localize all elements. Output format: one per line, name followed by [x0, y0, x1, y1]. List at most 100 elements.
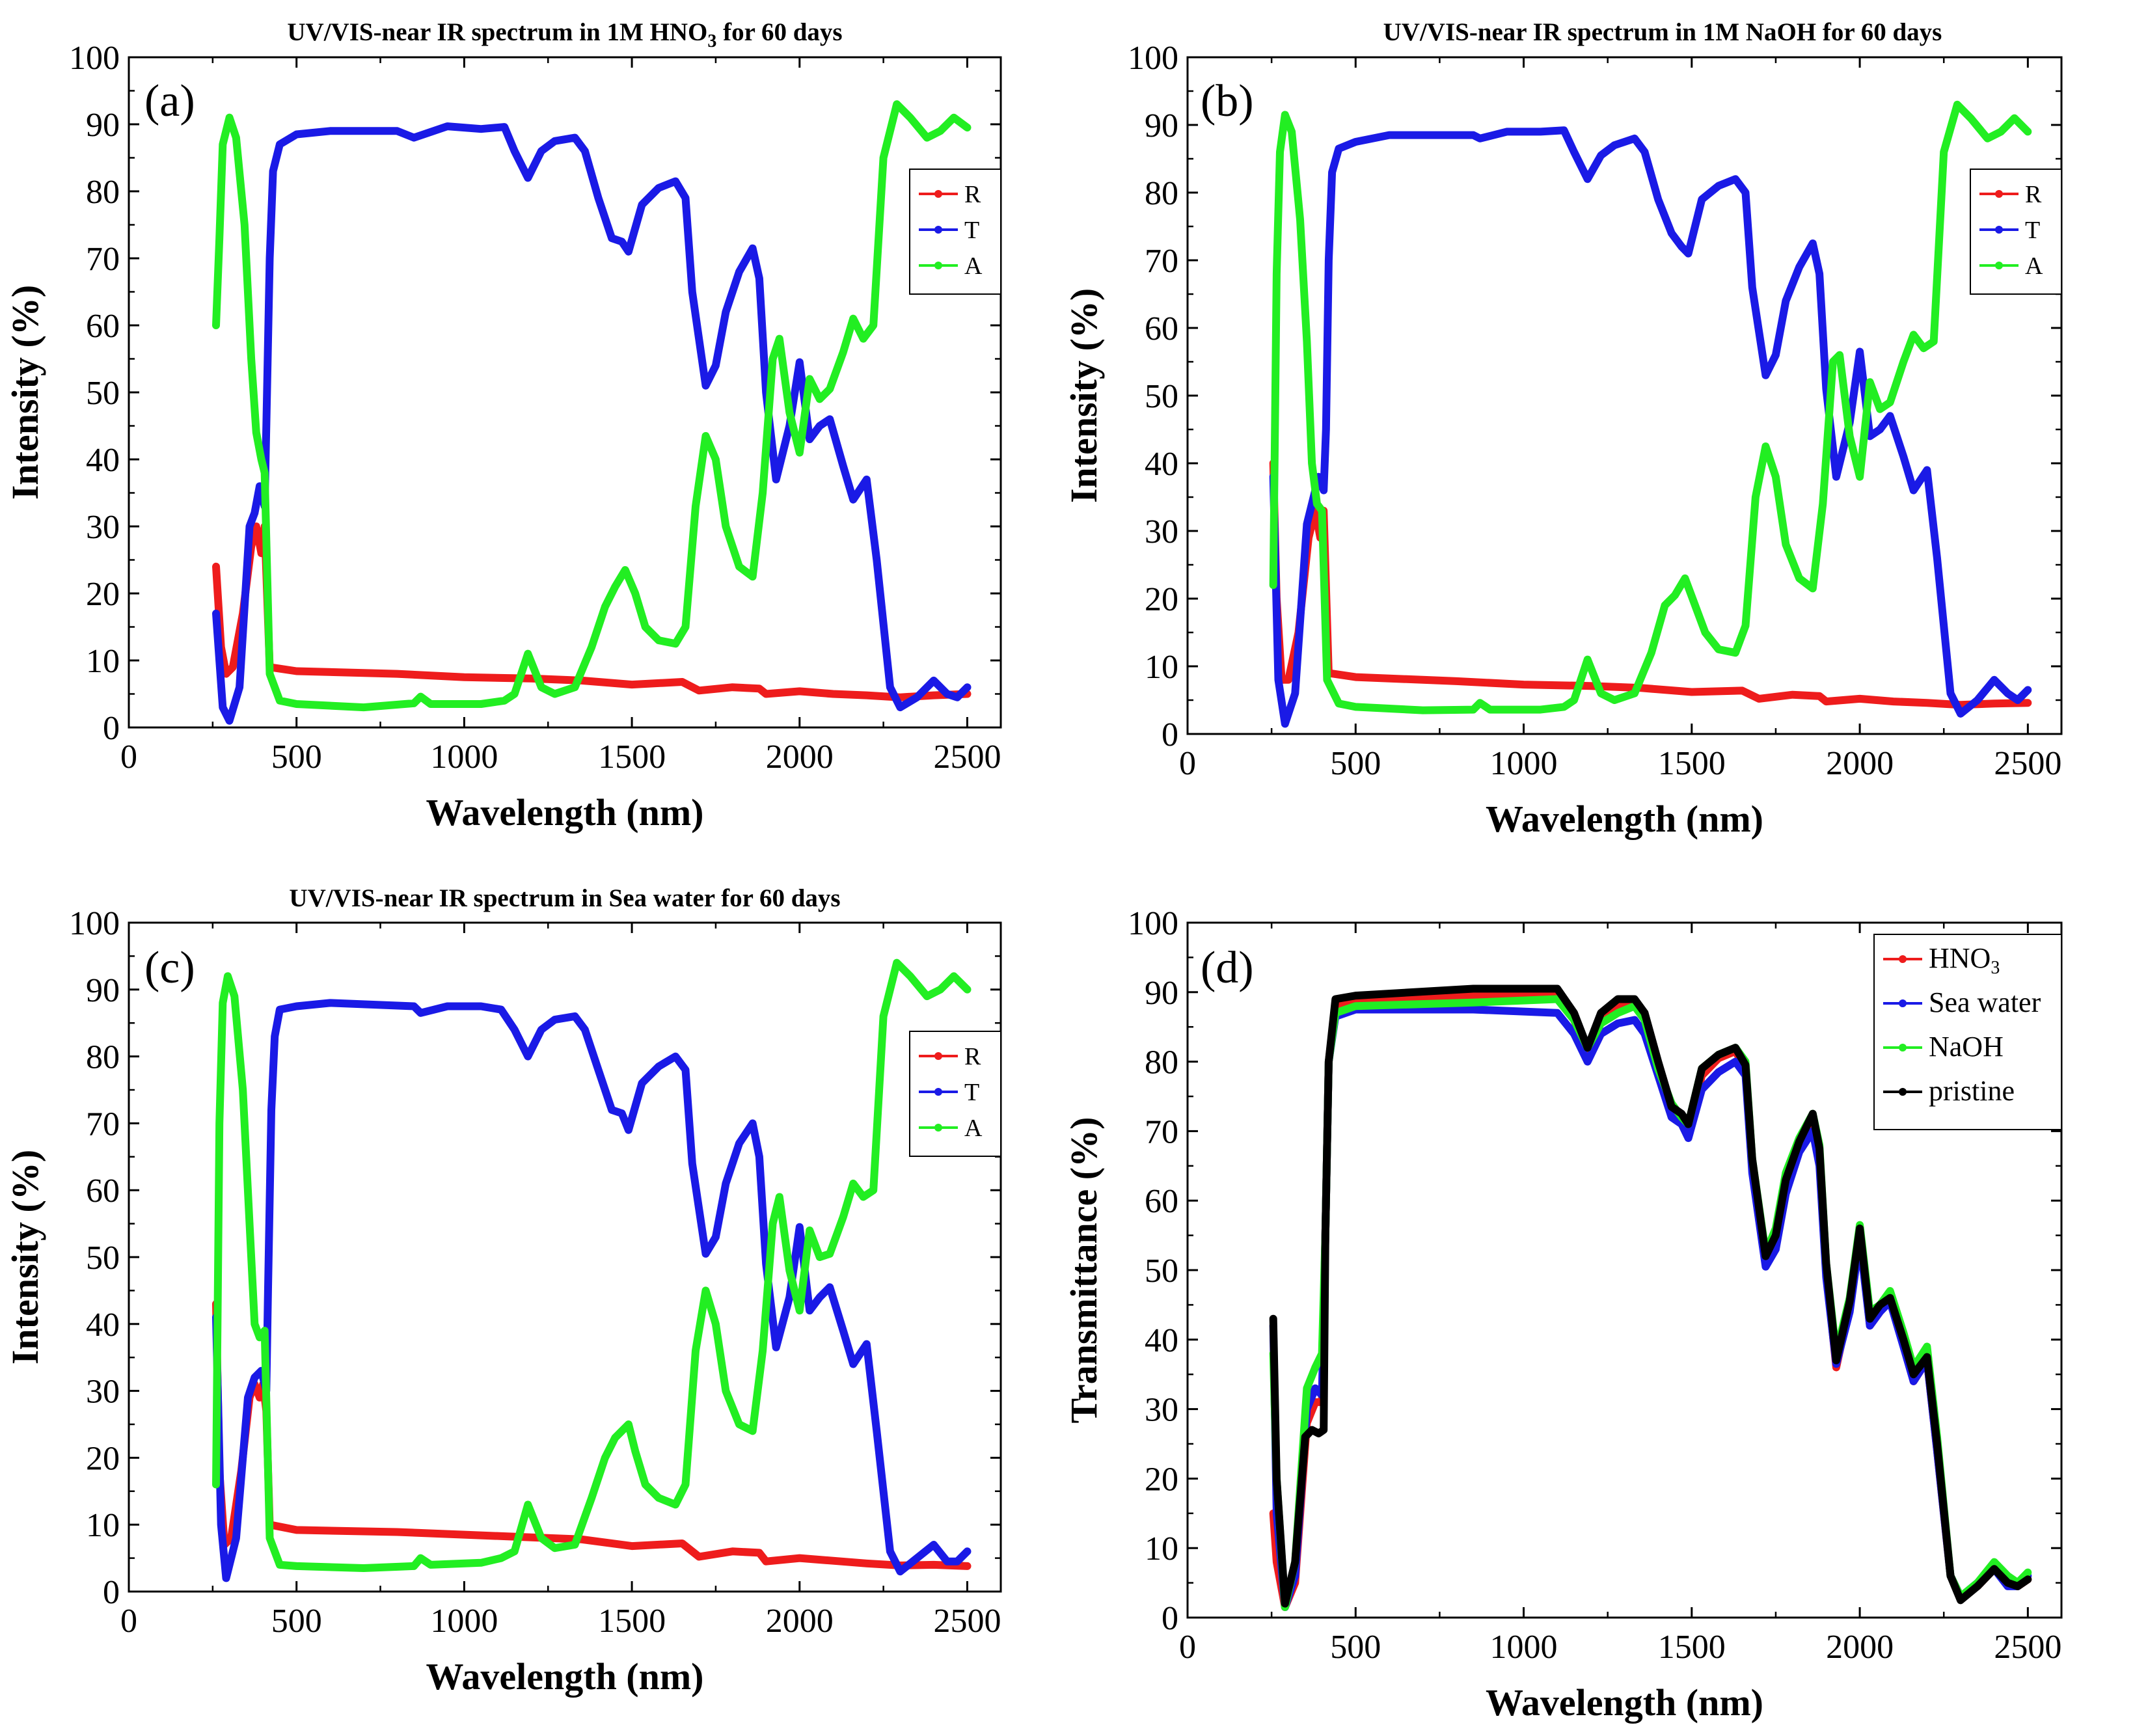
- x-tick-label: 1500: [598, 739, 666, 776]
- y-axis-title: Intensity (%): [1063, 288, 1105, 503]
- y-tick-label: 0: [1162, 1600, 1178, 1637]
- series-t: [212, 122, 972, 725]
- x-tick-label: 1500: [1658, 1629, 1726, 1666]
- x-tick-label: 500: [1330, 745, 1381, 782]
- series-a: [212, 958, 972, 1572]
- legend-label: R: [964, 1043, 981, 1070]
- panel-title: UV/VIS-near IR spectrum in 1M HNO3 for 6…: [287, 18, 842, 51]
- legend-label-main: A: [2025, 252, 2043, 280]
- y-tick-label: 40: [1145, 446, 1178, 483]
- legend-label: R: [964, 181, 981, 208]
- x-tick-label: 2000: [766, 1603, 834, 1640]
- legend-marker: [934, 1088, 942, 1096]
- y-tick-label: 0: [1162, 716, 1178, 753]
- series-t: [212, 999, 972, 1582]
- legend-box: [1873, 934, 2062, 1130]
- legend-label: T: [2025, 217, 2040, 244]
- y-tick-label: 50: [86, 1240, 120, 1277]
- y-tick-label: 50: [86, 375, 120, 412]
- title-main: UV/VIS-near IR spectrum in 1M NaOH for 6…: [1383, 18, 1942, 46]
- legend-marker: [934, 262, 942, 269]
- title-subscript: 3: [707, 31, 716, 51]
- legend-box: [909, 169, 1001, 295]
- x-tick-label: 0: [120, 1603, 137, 1640]
- legend-marker: [1899, 999, 1907, 1007]
- legend-label-main: NaOH: [1929, 1031, 2004, 1063]
- plot-frame: [128, 56, 1002, 729]
- legend-label-main: T: [964, 1079, 979, 1106]
- panel-title: UV/VIS-near IR spectrum in 1M NaOH for 6…: [1383, 18, 1942, 46]
- x-tick-label: 2500: [933, 739, 1001, 776]
- legend-label: T: [964, 1079, 979, 1106]
- x-tick-label: 0: [1179, 1629, 1196, 1666]
- x-tick-label: 500: [271, 1603, 322, 1640]
- y-tick-label: 80: [86, 1039, 120, 1076]
- y-tick-label: 90: [86, 972, 120, 1009]
- x-tick-label: 1500: [1658, 745, 1726, 782]
- legend-label-main: A: [964, 252, 983, 280]
- x-tick-label: 2500: [1994, 1629, 2061, 1666]
- legend-label: NaOH: [1929, 1031, 2004, 1063]
- y-tick-label: 20: [86, 576, 120, 613]
- y-tick-label: 100: [1128, 40, 1178, 77]
- legend-label: A: [2025, 252, 2043, 280]
- y-tick-label: 30: [1145, 513, 1178, 550]
- y-tick-label: 50: [1145, 1253, 1178, 1290]
- legend-label-subscript: 3: [1991, 958, 2000, 978]
- legend-label-main: T: [2025, 217, 2040, 244]
- legend-label: pristine: [1929, 1075, 2015, 1107]
- y-tick-label: 80: [1145, 1044, 1178, 1081]
- legend-label: A: [964, 1115, 983, 1142]
- y-tick-label: 90: [86, 107, 120, 144]
- y-tick-label: 100: [1128, 905, 1178, 942]
- y-tick-label: 10: [86, 1507, 120, 1544]
- y-tick-label: 40: [1145, 1322, 1178, 1359]
- legend: HNO3 Sea water NaOH pristine: [1873, 934, 2062, 1130]
- x-tick-label: 1000: [1490, 1629, 1558, 1666]
- x-tick-label: 2000: [1826, 745, 1894, 782]
- series-a: [212, 100, 972, 712]
- y-tick-label: 20: [1145, 581, 1178, 618]
- legend-label-main: pristine: [1929, 1075, 2015, 1107]
- y-tick-label: 30: [86, 1374, 120, 1411]
- y-tick-label: 10: [1145, 1530, 1178, 1567]
- series-r: [212, 1300, 972, 1570]
- x-axis-title: Wavelength (nm): [1486, 798, 1763, 840]
- y-axis-title: Transmittance (%): [1063, 1117, 1105, 1424]
- series-a: [1269, 100, 2032, 714]
- y-tick-label: 70: [1145, 1113, 1178, 1150]
- y-tick-label: 70: [86, 1105, 120, 1143]
- x-axis-title: Wavelength (nm): [1486, 1681, 1763, 1724]
- panel-title: UV/VIS-near IR spectrum in Sea water for…: [289, 884, 840, 912]
- x-tick-label: 2500: [933, 1603, 1001, 1640]
- y-tick-label: 10: [1145, 649, 1178, 686]
- y-axis-title: Intensity (%): [4, 1150, 46, 1364]
- x-axis-title: Wavelength (nm): [426, 1655, 704, 1698]
- x-tick-label: 2000: [1826, 1629, 1894, 1666]
- legend-box: [909, 1031, 1001, 1157]
- y-tick-label: 30: [1145, 1392, 1178, 1429]
- legend-label-main: R: [964, 1043, 981, 1070]
- y-axis-title: Intensity (%): [4, 285, 46, 500]
- y-tick-label: 70: [86, 241, 120, 278]
- series-r: [212, 522, 972, 701]
- legend-box: [1970, 169, 2062, 295]
- legend-label-main: T: [964, 217, 979, 244]
- y-tick-label: 60: [1145, 1183, 1178, 1220]
- y-tick-label: 70: [1145, 243, 1178, 280]
- y-tick-label: 20: [86, 1440, 120, 1477]
- y-tick-label: 40: [86, 442, 120, 479]
- plot-frame: [1186, 56, 2063, 735]
- series-r: [1269, 459, 2032, 709]
- y-tick-label: 80: [1145, 175, 1178, 212]
- y-tick-label: 60: [86, 308, 120, 345]
- legend-label-main: Sea water: [1929, 986, 2041, 1018]
- plot-frame: [128, 921, 1002, 1593]
- legend-label: T: [964, 217, 979, 244]
- y-tick-label: 100: [69, 905, 120, 942]
- y-tick-label: 10: [86, 643, 120, 680]
- y-tick-label: 80: [86, 174, 120, 211]
- y-tick-label: 60: [86, 1173, 120, 1210]
